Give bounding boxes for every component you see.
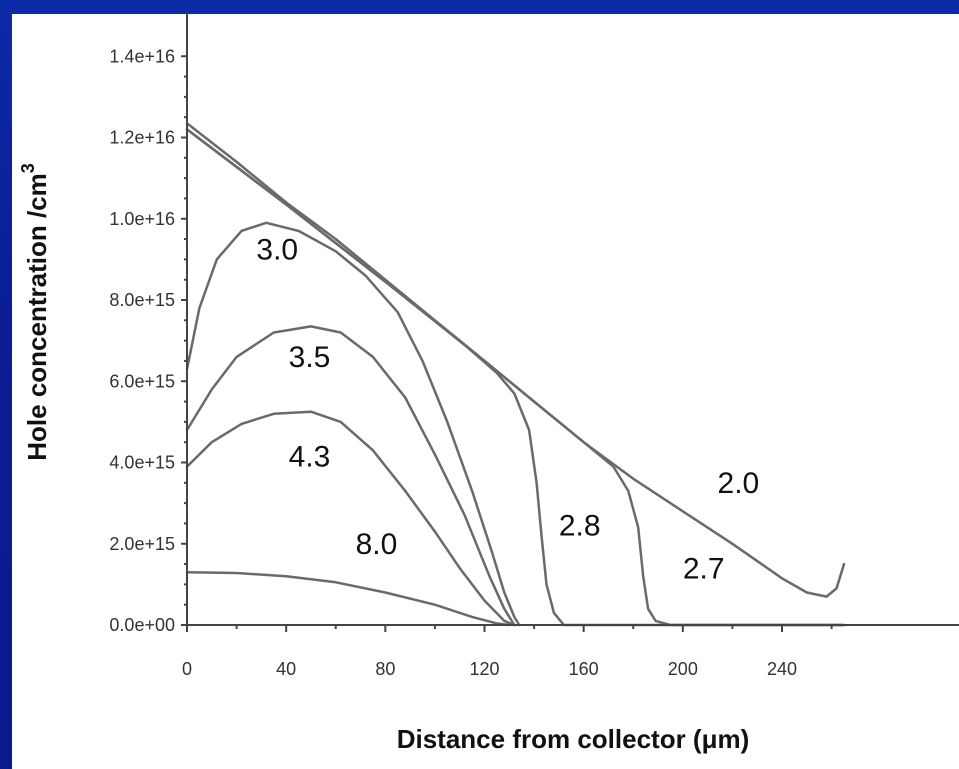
- series-line-2-0: [185, 122, 846, 598]
- y-tick-label: 1.2e+16: [109, 128, 175, 148]
- series-line-3-5: [185, 325, 516, 627]
- series-line-8-0: [185, 570, 511, 627]
- y-tick-label: 1.4e+16: [109, 46, 175, 66]
- curve-label-3-5: 3.5: [289, 341, 331, 374]
- y-tick-label: 8.0e+15: [109, 290, 175, 310]
- x-tick-label: 80: [375, 659, 395, 679]
- y-axis-title-group: Hole concentration /cm3: [18, 163, 52, 461]
- x-tick-label: 160: [569, 659, 599, 679]
- y-tick-label: 4.0e+15: [109, 453, 175, 473]
- x-axis-title: Distance from collector (μm): [397, 724, 750, 754]
- x-tick-label: 200: [668, 659, 698, 679]
- y-axis-title-text: Hole concentration /cm: [22, 173, 52, 461]
- x-tick-label: 0: [182, 659, 192, 679]
- y-tick-label: 0.0e+00: [109, 615, 175, 635]
- labels-layer: 3.0 3.5 4.3 8.0 2.8 2.7 2.0: [256, 233, 759, 585]
- y-axis-title-superscript: 3: [18, 163, 38, 173]
- chart-panel: [12, 14, 959, 769]
- curves-layer: [185, 122, 846, 627]
- x-tick-label: 240: [767, 659, 797, 679]
- series-line-3-0: [185, 221, 521, 627]
- series-line-4-3: [185, 410, 516, 627]
- curve-label-2-7: 2.7: [683, 552, 725, 585]
- y-axis-title: Hole concentration /cm3: [18, 163, 52, 461]
- curve-label-2-8: 2.8: [559, 510, 601, 543]
- curve-label-2-0: 2.0: [718, 467, 760, 500]
- y-tick-label: 1.0e+16: [109, 209, 175, 229]
- x-tick-label: 40: [276, 659, 296, 679]
- y-tick-label: 6.0e+15: [109, 371, 175, 391]
- curve-label-4-3: 4.3: [289, 441, 331, 474]
- curve-label-8-0: 8.0: [356, 528, 398, 561]
- curve-label-3-0: 3.0: [256, 233, 298, 266]
- series-line-2-8: [185, 128, 846, 627]
- y-tick-label: 2.0e+15: [109, 534, 175, 554]
- x-tick-label: 120: [469, 659, 499, 679]
- ticks-layer: 0.0e+00 2.0e+15 4.0e+15 6.0e+15 8.0e+15 1.0e+…: [109, 46, 833, 679]
